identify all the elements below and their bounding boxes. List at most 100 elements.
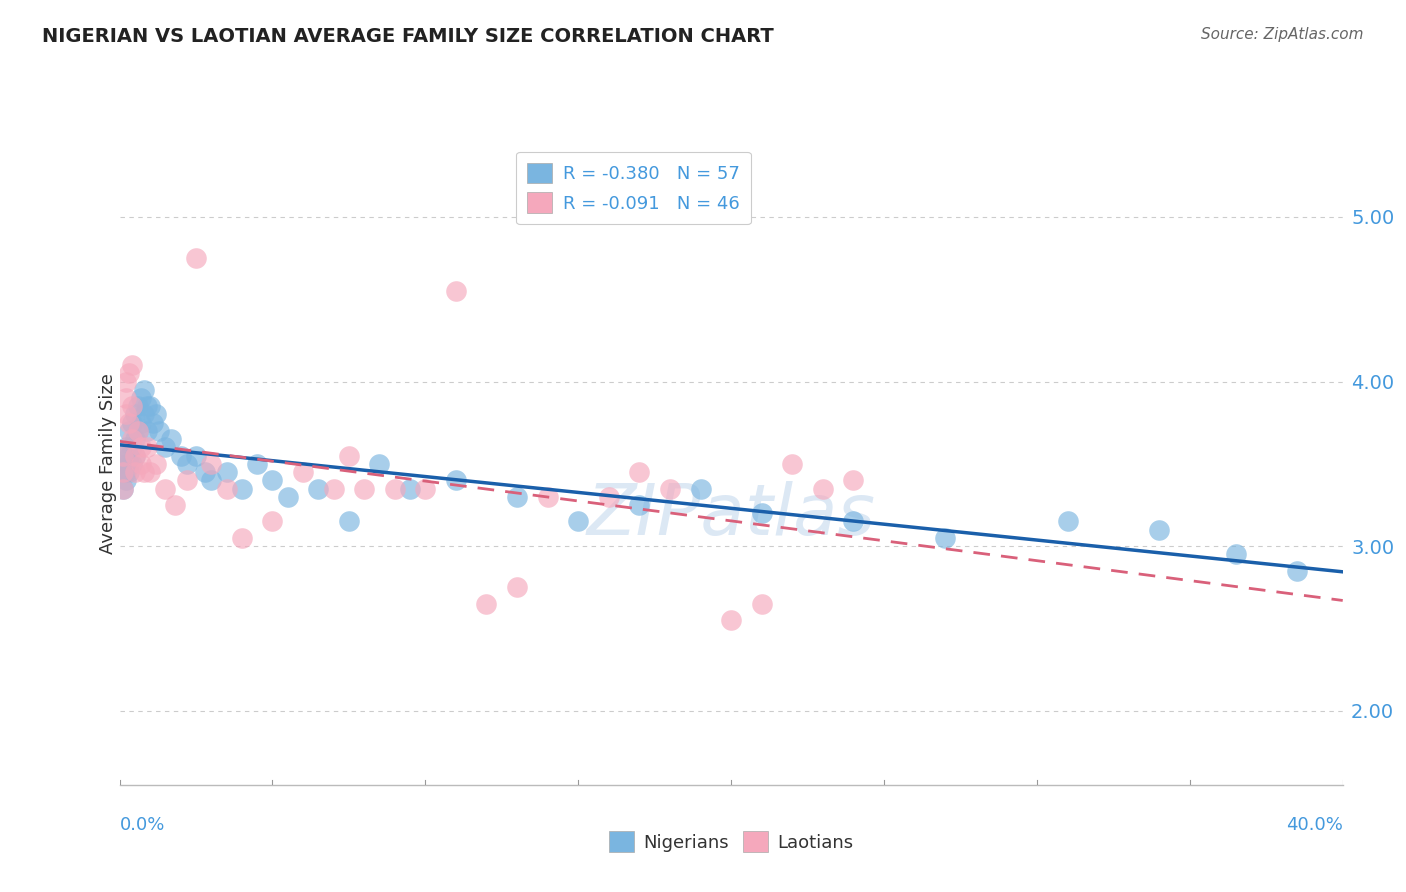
Point xyxy=(129,457,152,471)
Point xyxy=(121,441,143,455)
Point xyxy=(118,366,141,380)
Y-axis label: Average Family Size: Average Family Size xyxy=(100,374,117,554)
Point xyxy=(782,457,804,471)
Point xyxy=(127,399,149,413)
Point xyxy=(142,416,165,430)
Point xyxy=(124,408,146,422)
Point xyxy=(111,465,134,479)
Point xyxy=(307,482,329,496)
Point xyxy=(136,424,159,438)
Point xyxy=(184,251,207,265)
Point xyxy=(337,515,360,529)
Point xyxy=(139,399,162,413)
Point xyxy=(368,457,391,471)
Legend: Nigerians, Laotians: Nigerians, Laotians xyxy=(602,824,860,859)
Point xyxy=(111,449,134,463)
Point xyxy=(124,432,146,446)
Point xyxy=(262,515,284,529)
Point xyxy=(127,424,149,438)
Point xyxy=(111,482,134,496)
Point xyxy=(215,465,238,479)
Point xyxy=(194,465,217,479)
Point xyxy=(132,465,155,479)
Point xyxy=(399,482,422,496)
Point xyxy=(136,441,159,455)
Point xyxy=(176,473,198,487)
Point xyxy=(121,399,143,413)
Point xyxy=(292,465,315,479)
Point xyxy=(118,449,141,463)
Point xyxy=(262,473,284,487)
Point xyxy=(132,383,155,397)
Point xyxy=(132,408,155,422)
Point xyxy=(129,416,152,430)
Point xyxy=(114,375,136,389)
Point xyxy=(155,441,177,455)
Point xyxy=(111,482,134,496)
Point xyxy=(200,473,222,487)
Point xyxy=(118,424,141,438)
Point xyxy=(506,490,529,504)
Point xyxy=(124,465,146,479)
Point xyxy=(277,490,299,504)
Point xyxy=(129,391,152,405)
Point xyxy=(337,449,360,463)
Point xyxy=(598,490,620,504)
Point xyxy=(475,597,498,611)
Point xyxy=(720,613,742,627)
Point xyxy=(111,465,134,479)
Point xyxy=(628,465,651,479)
Point xyxy=(136,399,159,413)
Point xyxy=(811,482,834,496)
Point xyxy=(231,531,253,545)
Point xyxy=(689,482,711,496)
Point xyxy=(1225,548,1247,562)
Point xyxy=(184,449,207,463)
Point xyxy=(1056,515,1078,529)
Point xyxy=(121,432,143,446)
Point xyxy=(751,597,773,611)
Point xyxy=(934,531,956,545)
Point xyxy=(121,358,143,372)
Point xyxy=(413,482,436,496)
Point xyxy=(148,424,170,438)
Point xyxy=(145,457,167,471)
Point xyxy=(118,457,141,471)
Point xyxy=(506,580,529,594)
Point xyxy=(114,473,136,487)
Point xyxy=(121,416,143,430)
Point xyxy=(444,473,467,487)
Point xyxy=(124,449,146,463)
Point xyxy=(114,457,136,471)
Point xyxy=(215,482,238,496)
Text: ZIP​atlas: ZIP​atlas xyxy=(586,481,876,549)
Point xyxy=(200,457,222,471)
Point xyxy=(353,482,375,496)
Text: 40.0%: 40.0% xyxy=(1286,816,1343,834)
Text: 0.0%: 0.0% xyxy=(120,816,165,834)
Point xyxy=(1285,564,1308,578)
Point xyxy=(114,465,136,479)
Point xyxy=(118,465,141,479)
Point xyxy=(124,449,146,463)
Point xyxy=(384,482,406,496)
Point xyxy=(114,391,136,405)
Point xyxy=(121,457,143,471)
Point xyxy=(1149,523,1171,537)
Point xyxy=(114,408,136,422)
Text: NIGERIAN VS LAOTIAN AVERAGE FAMILY SIZE CORRELATION CHART: NIGERIAN VS LAOTIAN AVERAGE FAMILY SIZE … xyxy=(42,27,773,45)
Point xyxy=(145,408,167,422)
Point xyxy=(751,506,773,520)
Point xyxy=(155,482,177,496)
Point xyxy=(118,416,141,430)
Point xyxy=(537,490,560,504)
Point xyxy=(322,482,344,496)
Point xyxy=(659,482,682,496)
Point xyxy=(114,441,136,455)
Point xyxy=(176,457,198,471)
Text: Source: ZipAtlas.com: Source: ZipAtlas.com xyxy=(1201,27,1364,42)
Point xyxy=(246,457,269,471)
Point xyxy=(139,465,162,479)
Point xyxy=(842,473,865,487)
Point xyxy=(160,432,183,446)
